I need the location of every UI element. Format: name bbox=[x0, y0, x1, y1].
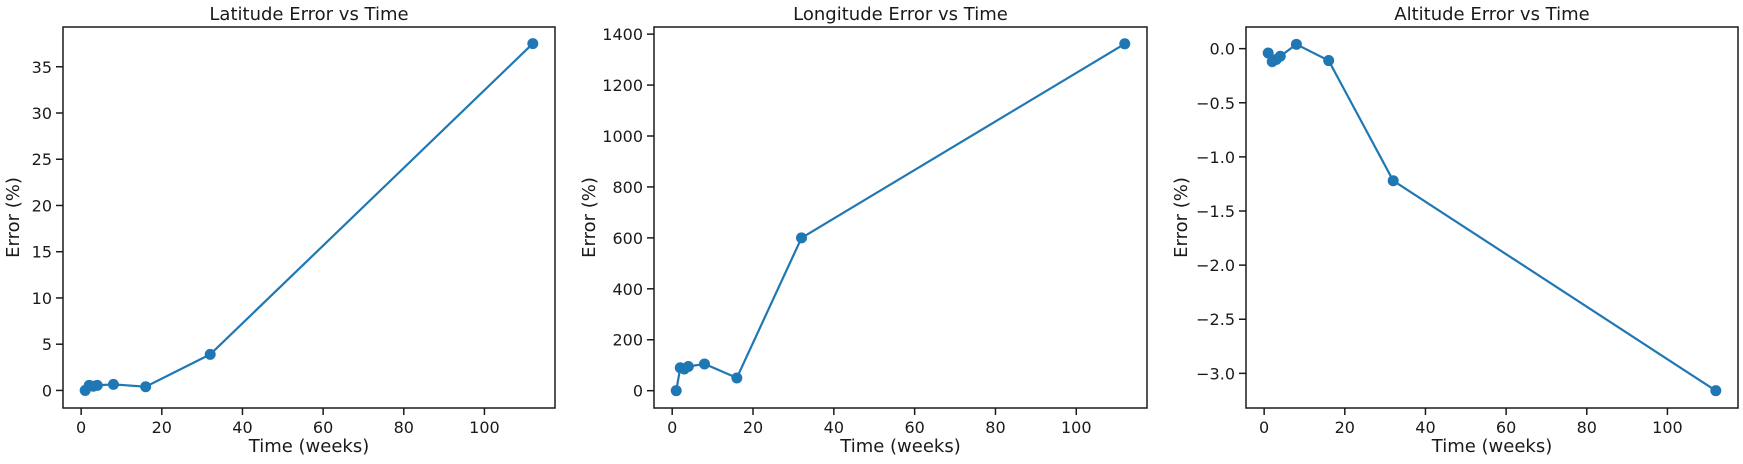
x-tick-label: 80 bbox=[985, 418, 1005, 437]
x-tick-label: 60 bbox=[313, 418, 333, 437]
x-tick-label: 20 bbox=[152, 418, 172, 437]
x-tick-label: 60 bbox=[904, 418, 924, 437]
data-point bbox=[795, 232, 807, 244]
y-tick-label: 1200 bbox=[602, 76, 643, 95]
y-tick-label: 0.0 bbox=[1210, 40, 1235, 59]
y-axis-label: Error (%) bbox=[579, 177, 600, 258]
x-tick-label: 20 bbox=[743, 418, 763, 437]
x-tick-label: 0 bbox=[76, 418, 86, 437]
x-tick-label: 40 bbox=[1415, 418, 1435, 437]
y-tick-label: 10 bbox=[32, 289, 52, 308]
axes-frame bbox=[1245, 26, 1739, 409]
data-point bbox=[1387, 175, 1399, 187]
data-point bbox=[1119, 38, 1131, 50]
data-point bbox=[527, 38, 539, 50]
y-tick-label: 400 bbox=[612, 280, 643, 299]
data-point bbox=[1323, 55, 1335, 67]
series-line bbox=[1267, 43, 1717, 392]
x-tick-label: 100 bbox=[469, 418, 500, 437]
y-tick-label: 1000 bbox=[602, 127, 643, 146]
x-axis-label: Time (weeks) bbox=[839, 436, 961, 457]
y-tick-label: −2.5 bbox=[1196, 310, 1235, 329]
y-tick-label: −0.5 bbox=[1196, 94, 1235, 113]
x-axis-label: Time (weeks) bbox=[248, 436, 370, 457]
y-tick-label: 200 bbox=[612, 331, 643, 350]
y-tick-label: 0 bbox=[42, 381, 52, 400]
y-tick-label: 800 bbox=[612, 178, 643, 197]
data-point bbox=[682, 360, 694, 372]
axes-frame bbox=[62, 26, 556, 409]
y-tick-label: −1.0 bbox=[1196, 148, 1235, 167]
y-tick-label: 5 bbox=[42, 335, 52, 354]
x-axis-label: Time (weeks) bbox=[1431, 436, 1553, 457]
chart-title: Latitude Error vs Time bbox=[209, 4, 408, 25]
data-point bbox=[699, 358, 711, 370]
x-tick-label: 100 bbox=[1061, 418, 1092, 437]
data-point bbox=[1710, 385, 1722, 397]
x-tick-label: 0 bbox=[1259, 418, 1269, 437]
data-point bbox=[1274, 50, 1286, 62]
y-tick-label: 600 bbox=[612, 229, 643, 248]
x-tick-label: 40 bbox=[824, 418, 844, 437]
data-point bbox=[670, 385, 682, 397]
chart-title: Altitude Error vs Time bbox=[1394, 4, 1589, 25]
y-tick-label: 0 bbox=[633, 382, 643, 401]
data-point bbox=[731, 372, 743, 384]
data-point bbox=[204, 348, 216, 360]
x-tick-label: 40 bbox=[232, 418, 252, 437]
x-tick-label: 100 bbox=[1652, 418, 1683, 437]
chart-panel-3: Altitude Error vs Time 0 20 40 60 80 100 0.0 −0.… bbox=[1171, 4, 1739, 457]
axes-frame bbox=[653, 26, 1148, 409]
y-tick-label: 1400 bbox=[602, 25, 643, 44]
x-tick-label: 80 bbox=[1577, 418, 1597, 437]
data-point bbox=[91, 379, 103, 391]
x-tick-label: 80 bbox=[394, 418, 414, 437]
x-tick-label: 60 bbox=[1496, 418, 1516, 437]
data-point bbox=[107, 378, 119, 390]
y-tick-label: 30 bbox=[32, 104, 52, 123]
chart-panel-1: Latitude Error vs Time 0 20 40 60 80 100 0 5 10 15… bbox=[3, 4, 556, 457]
y-tick-label: −1.5 bbox=[1196, 202, 1235, 221]
data-point bbox=[1262, 47, 1274, 59]
chart-title: Longitude Error vs Time bbox=[793, 4, 1008, 25]
y-tick-label: 20 bbox=[32, 196, 52, 215]
y-tick-label: −2.0 bbox=[1196, 256, 1235, 275]
y-tick-label: −3.0 bbox=[1196, 364, 1235, 383]
y-axis-label: Error (%) bbox=[1171, 177, 1192, 258]
y-tick-label: 35 bbox=[32, 58, 52, 77]
y-tick-label: 15 bbox=[32, 243, 52, 262]
data-point bbox=[1290, 38, 1302, 50]
x-tick-label: 20 bbox=[1335, 418, 1355, 437]
y-axis-label: Error (%) bbox=[3, 177, 24, 258]
x-tick-label: 0 bbox=[667, 418, 677, 437]
y-tick-label: 25 bbox=[32, 150, 52, 169]
data-point bbox=[140, 381, 152, 393]
series-line bbox=[675, 42, 1126, 391]
series-line bbox=[84, 42, 534, 392]
